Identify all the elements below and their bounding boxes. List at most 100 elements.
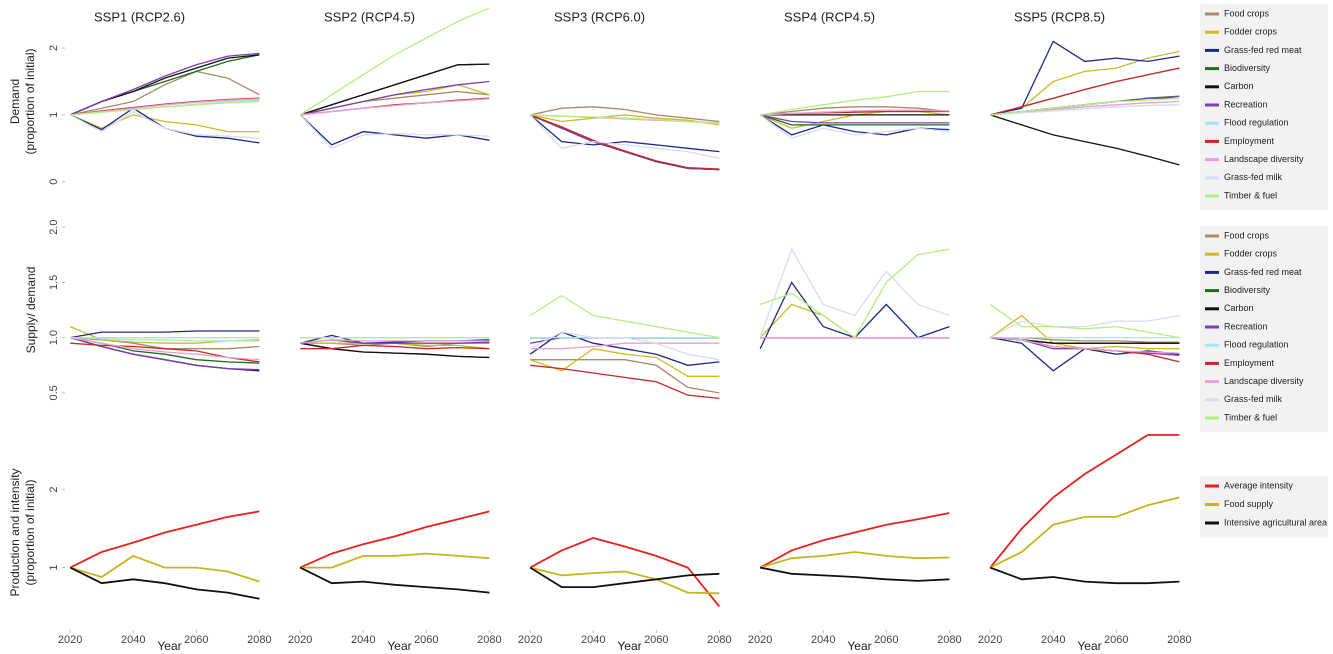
x-tick-label: 2020 [58, 634, 82, 646]
series-line [69, 566, 260, 600]
legend-label: Intensive agricultural area [1224, 517, 1327, 527]
x-axis-label: Year [157, 639, 181, 653]
x-tick-label: 2080 [937, 634, 961, 646]
series-line [529, 566, 720, 595]
y-tick-label: 1.0 [48, 330, 60, 345]
series-line [69, 110, 260, 139]
series-line [70, 330, 260, 339]
x-tick-label: 2040 [351, 634, 375, 646]
x-tick-label: 2060 [1104, 634, 1128, 646]
series-line [529, 114, 720, 171]
series-line [530, 114, 720, 125]
series-line [70, 70, 260, 116]
series-line [989, 496, 1180, 569]
x-tick-label: 2040 [121, 634, 145, 646]
x-tick-label: 2040 [581, 634, 605, 646]
x-tick-label: 2020 [518, 634, 542, 646]
series-line [990, 104, 1180, 116]
series-line [990, 336, 1180, 354]
legend-label: Landscape diversity [1224, 376, 1304, 386]
panel-title: SSP4 (RCP4.5) [784, 9, 875, 24]
y-axis-label: (proportion of initial) [23, 479, 37, 585]
legend-label: Employment [1224, 136, 1275, 146]
x-tick-label: 2020 [978, 634, 1002, 646]
legend-label: Carbon [1224, 303, 1254, 313]
series-line [760, 106, 950, 116]
series-line [530, 342, 720, 350]
series-line [990, 97, 1180, 116]
series-line [300, 63, 490, 116]
series-line [299, 114, 490, 146]
series-line [530, 364, 720, 400]
series-line [759, 247, 950, 338]
series-line [299, 510, 490, 569]
series-line [989, 314, 1180, 339]
series-line [300, 344, 490, 350]
x-tick-label: 2060 [874, 634, 898, 646]
y-tick-label: 2 [48, 487, 60, 493]
series-line [300, 80, 490, 116]
legend-label: Timber & fuel [1224, 190, 1277, 200]
legend-label: Carbon [1224, 81, 1254, 91]
legend-label: Recreation [1224, 99, 1268, 109]
panel-title: SSP1 (RCP2.6) [94, 9, 185, 24]
x-tick-label: 2060 [184, 634, 208, 646]
x-axis-label: Year [617, 639, 641, 653]
legend-label: Average intensity [1224, 480, 1293, 490]
series-line [759, 303, 950, 339]
legend-box [1200, 226, 1328, 433]
series-line [760, 566, 950, 582]
y-tick-label: 1 [48, 112, 60, 118]
legend-label: Grass-fed red meat [1224, 267, 1302, 277]
series-line [989, 434, 1180, 569]
y-axis-label: Production and intensity [8, 468, 22, 596]
series-line [759, 248, 950, 339]
series-line [300, 98, 490, 116]
legend-label: Fodder crops [1224, 249, 1278, 259]
x-axis-label: Year [1077, 639, 1101, 653]
series-line [759, 512, 950, 569]
y-tick-label: 2 [48, 45, 60, 51]
legend-label: Grass-fed red meat [1224, 45, 1302, 55]
series-line [529, 114, 720, 153]
legend-label: Grass-fed milk [1224, 172, 1283, 182]
series-line [300, 339, 490, 344]
series-line [990, 67, 1180, 116]
series-line [69, 107, 260, 144]
y-tick-label: 1.5 [48, 275, 60, 290]
y-axis-label: Supply/ demand [24, 267, 38, 354]
x-tick-label: 2080 [1167, 634, 1191, 646]
series-line [530, 359, 720, 394]
legend-label: Employment [1224, 358, 1275, 368]
x-tick-label: 2080 [247, 634, 271, 646]
series-line [299, 566, 490, 594]
series-line [69, 114, 260, 133]
series-line [300, 552, 490, 569]
y-tick-label: 2.0 [48, 219, 60, 234]
series-line [529, 537, 721, 608]
x-tick-label: 2020 [748, 634, 772, 646]
panel-title: SSP3 (RCP6.0) [554, 9, 645, 24]
series-line [760, 109, 950, 116]
series-line [69, 52, 260, 116]
series-line [759, 114, 950, 139]
legend-label: Food crops [1224, 8, 1270, 18]
y-tick-label: 0.5 [48, 385, 60, 400]
series-line [760, 114, 950, 126]
series-line [300, 334, 490, 344]
series-line [70, 98, 260, 116]
series-line [990, 40, 1180, 116]
series-line [529, 348, 720, 377]
series-line [760, 114, 950, 124]
legend-label: Food supply [1224, 499, 1274, 509]
x-axis-label: Year [847, 639, 871, 653]
x-tick-label: 2020 [288, 634, 312, 646]
series-line [530, 114, 720, 126]
x-tick-label: 2040 [1041, 634, 1065, 646]
x-tick-label: 2080 [707, 634, 731, 646]
legend-label: Grass-fed milk [1224, 394, 1283, 404]
series-line [70, 336, 260, 371]
legend-label: Recreation [1224, 321, 1268, 331]
series-line [299, 114, 490, 150]
